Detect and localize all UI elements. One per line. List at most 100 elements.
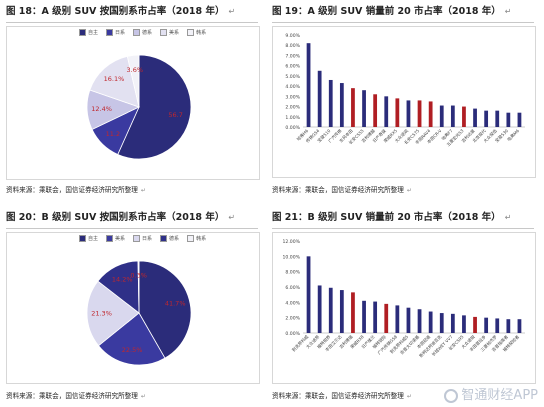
figure-19-bar-chart: 9.00% 8.00% 7.00% 6.00% 5.00% 4.00% 3.00% 2.00%… bbox=[285, 33, 525, 148]
bar bbox=[450, 105, 455, 127]
legend-swatch bbox=[133, 235, 141, 242]
legend-item: 德系 bbox=[160, 235, 179, 242]
bar bbox=[439, 313, 444, 333]
edit-mark: ↵ bbox=[140, 393, 146, 400]
pie-slice bbox=[126, 54, 140, 108]
pie-slice bbox=[86, 280, 140, 347]
bar bbox=[450, 313, 455, 333]
legend-label: 日系 bbox=[142, 236, 153, 242]
edit-mark: ↵ bbox=[406, 393, 412, 400]
bar bbox=[339, 290, 344, 333]
bar bbox=[417, 100, 422, 127]
bar bbox=[484, 317, 489, 333]
panel-figure-18: 图 18：A 级别 SUV 按国别系市占率（2018 年） ↵ 自主 日系 德系 美系 韩… bbox=[0, 0, 262, 200]
figure-18-title-text: 图 18：A 级别 SUV 按国别系市占率（2018 年） bbox=[6, 6, 225, 17]
legend-item: 美系 bbox=[160, 29, 179, 36]
pie-data-label: 22.5% bbox=[122, 346, 143, 354]
figure-18-legend: 自主 日系 德系 美系 韩系 bbox=[79, 29, 206, 36]
bar bbox=[395, 98, 400, 127]
legend-label: 美系 bbox=[115, 236, 126, 242]
panel-figure-21: 图 21：B 级别 SUV 销量前 20 市占率（2018 年） ↵ 12.00%… bbox=[272, 206, 544, 406]
bar bbox=[306, 43, 311, 127]
pie-data-label: 11.2 bbox=[106, 130, 120, 138]
figure-20-legend: 自主 美系 日系 德系 韩系 bbox=[79, 235, 206, 242]
figure-21-chart-area: 12.00% 10.00% 8.00% 6.00% 4.00% 2.00% 0.00% 别克昂… bbox=[272, 232, 536, 384]
bar bbox=[417, 309, 422, 333]
y-tick-label: 8.00% bbox=[285, 270, 300, 276]
edit-mark: ↵ bbox=[406, 187, 412, 194]
bar bbox=[473, 316, 477, 333]
legend-item: 德系 bbox=[133, 29, 152, 36]
legend-label: 自主 bbox=[88, 30, 99, 36]
bar bbox=[328, 287, 333, 333]
figure-20-title: 图 20：B 级别 SUV 按国别系市占率（2018 年） ↵ bbox=[6, 208, 258, 229]
pie-data-label: 3.6% bbox=[127, 66, 144, 74]
legend-item: 日系 bbox=[133, 235, 152, 242]
bar bbox=[462, 106, 466, 127]
bar bbox=[351, 292, 355, 333]
y-tick-label: 2.00% bbox=[285, 316, 300, 322]
legend-swatch bbox=[160, 235, 168, 242]
bar bbox=[373, 94, 378, 127]
figure-20-source-text: 资料来源：乘联会，国信证券经济研究所整理 bbox=[6, 392, 138, 400]
bar bbox=[517, 319, 522, 333]
y-tick-label: 0.00% bbox=[285, 331, 300, 337]
y-tick-label: 10.00% bbox=[282, 254, 300, 260]
figure-20-title-text: 图 20：B 级别 SUV 按国别系市占率（2018 年） bbox=[6, 212, 225, 223]
y-tick-label: 9.00% bbox=[285, 33, 300, 39]
y-tick-label: 3.00% bbox=[285, 94, 300, 100]
y-tick-label: 0.00% bbox=[285, 125, 300, 131]
legend-swatch bbox=[187, 29, 195, 36]
bar bbox=[362, 90, 366, 127]
legend-label: 德系 bbox=[169, 236, 180, 242]
y-tick-label: 5.00% bbox=[285, 74, 300, 80]
pie-data-label: 21.3% bbox=[91, 309, 112, 317]
y-tick-label: 6.00% bbox=[285, 285, 300, 291]
legend-item: 韩系 bbox=[187, 29, 206, 36]
bar bbox=[384, 96, 389, 127]
pie-data-label: 0.3% bbox=[130, 272, 147, 280]
pie-data-label: 14.2% bbox=[112, 276, 133, 284]
edit-mark: ↵ bbox=[504, 213, 512, 222]
y-tick-label: 8.00% bbox=[285, 43, 300, 49]
pie-data-label: 41.7% bbox=[165, 299, 186, 307]
legend-item: 韩系 bbox=[187, 235, 206, 242]
bar bbox=[495, 110, 500, 127]
legend-item: 美系 bbox=[106, 235, 125, 242]
bar bbox=[406, 307, 411, 333]
bar bbox=[328, 79, 333, 127]
bar bbox=[506, 112, 511, 127]
bar bbox=[373, 301, 378, 333]
pie-slice bbox=[137, 260, 140, 314]
y-tick-label: 6.00% bbox=[285, 64, 300, 70]
y-tick-label: 12.00% bbox=[282, 239, 300, 245]
figure-19-title-text: 图 19：A 级别 SUV 销量前 20 市占率（2018 年） bbox=[272, 6, 501, 17]
pie-data-label: 16.1% bbox=[104, 75, 125, 83]
legend-label: 韩系 bbox=[196, 30, 207, 36]
figure-18-source-text: 资料来源：乘联会，国信证券经济研究所整理 bbox=[6, 186, 138, 194]
figure-20-pie-chart: 41.7% 22.5% 21.3% 14.2%0.3% bbox=[86, 260, 192, 366]
panel-figure-19: 图 19：A 级别 SUV 销量前 20 市占率（2018 年） ↵ 9.00% 8… bbox=[272, 0, 544, 200]
y-tick-label: 1.00% bbox=[285, 115, 300, 121]
pie-slice bbox=[89, 55, 140, 108]
y-tick-label: 4.00% bbox=[285, 84, 300, 90]
bar bbox=[484, 110, 489, 127]
bar bbox=[351, 88, 355, 127]
bar bbox=[306, 256, 311, 333]
edit-mark: ↵ bbox=[140, 187, 146, 194]
figure-21-title-text: 图 21：B 级别 SUV 销量前 20 市占率（2018 年） bbox=[272, 212, 501, 223]
bar bbox=[495, 318, 500, 333]
figure-20-chart-area: 自主 美系 日系 德系 韩系 41.7% 22.5% 21.3% 14.2% 0.3% bbox=[6, 232, 260, 384]
legend-item: 自主 bbox=[79, 29, 98, 36]
panel-figure-20: 图 20：B 级别 SUV 按国别系市占率（2018 年） ↵ 自主 美系 日系 德系韩… bbox=[0, 206, 262, 406]
figure-18-chart-area: 自主 日系 德系 美系 韩系 56.7 11.2 12.4% 16.1% 3.6% bbox=[6, 26, 260, 180]
pie-data-label: 56.7 bbox=[168, 111, 182, 119]
pie-slice bbox=[97, 312, 166, 366]
legend-swatch bbox=[106, 235, 114, 242]
figure-18-pie-chart: 56.7 11.2 12.4% 16.1%3.6% bbox=[86, 54, 192, 160]
bar bbox=[517, 112, 522, 127]
edit-mark: ↵ bbox=[228, 213, 236, 222]
legend-item: 日系 bbox=[106, 29, 125, 36]
bar bbox=[439, 105, 444, 127]
figure-21-title: 图 21：B 级别 SUV 销量前 20 市占率（2018 年） ↵ bbox=[272, 208, 534, 229]
